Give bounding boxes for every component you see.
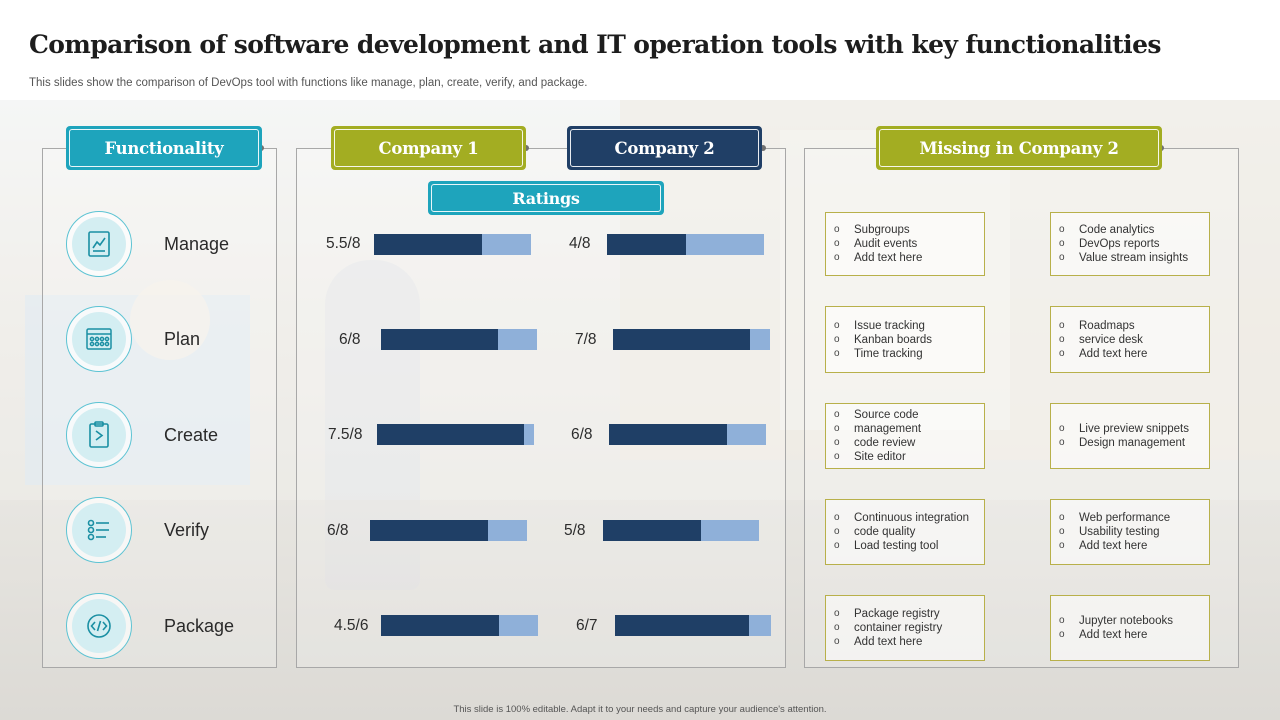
company2-header: Company 2 <box>567 126 762 170</box>
function-row-verify: Verify <box>66 497 276 563</box>
ratings-header: Ratings <box>428 181 664 215</box>
kanban-board-icon <box>66 306 132 372</box>
missing-feature-item: DevOps reports <box>1059 237 1188 251</box>
company1-bar-package <box>381 615 538 636</box>
missing-feature-item: Web performance <box>1059 511 1170 525</box>
missing-feature-item: Add text here <box>1059 539 1170 553</box>
company1-rating-create: 7.5/8 <box>328 426 363 443</box>
company2-rating-create: 6/8 <box>571 426 593 443</box>
missing-feature-item: Jupyter notebooks <box>1059 614 1173 628</box>
document-icon <box>66 402 132 468</box>
company2-bar-package <box>615 615 771 636</box>
missing-feature-item: Add text here <box>1059 347 1147 361</box>
missing-feature-item: Site editor <box>834 450 921 464</box>
missing-box-verify-right: Web performanceUsability testingAdd text… <box>1050 499 1210 565</box>
connector-dot <box>523 145 529 151</box>
missing-feature-item: Kanban boards <box>834 333 932 347</box>
missing-box-create-left: Source codemanagementcode reviewSite edi… <box>825 403 985 469</box>
missing-feature-item: Issue tracking <box>834 319 932 333</box>
company1-rating-plan: 6/8 <box>339 331 361 348</box>
missing-feature-item: Subgroups <box>834 223 922 237</box>
company1-header: Company 1 <box>331 126 526 170</box>
missing-box-create-right: Live preview snippetsDesign management <box>1050 403 1210 469</box>
missing-box-verify-left: Continuous integrationcode qualityLoad t… <box>825 499 985 565</box>
company2-bar-create <box>609 424 766 445</box>
code-icon <box>66 593 132 659</box>
missing-header: Missing in Company 2 <box>876 126 1162 170</box>
company2-rating-plan: 7/8 <box>575 331 597 348</box>
company1-bar-create <box>377 424 534 445</box>
missing-feature-item: code review <box>834 436 921 450</box>
company1-bar-verify <box>370 520 527 541</box>
company1-rating-verify: 6/8 <box>327 522 349 539</box>
missing-box-manage-left: SubgroupsAudit eventsAdd text here <box>825 212 985 276</box>
company2-bar-verify <box>603 520 759 541</box>
missing-feature-item: Design management <box>1059 436 1189 450</box>
missing-feature-item: Load testing tool <box>834 539 969 553</box>
function-row-package: Package <box>66 593 276 659</box>
missing-feature-item: Continuous integration <box>834 511 969 525</box>
company1-bar-manage <box>374 234 531 255</box>
company1-rating-package: 4.5/6 <box>334 617 369 634</box>
missing-feature-item: Package registry <box>834 607 942 621</box>
missing-feature-item: Live preview snippets <box>1059 422 1189 436</box>
functionality-header: Functionality <box>66 126 262 170</box>
missing-feature-item: Audit events <box>834 237 922 251</box>
checklist-icon <box>66 497 132 563</box>
missing-feature-item: Time tracking <box>834 347 932 361</box>
missing-feature-item: Source code <box>834 408 921 422</box>
missing-feature-item: Value stream insights <box>1059 251 1188 265</box>
function-label: Manage <box>164 233 230 254</box>
page-title: Comparison of software development and I… <box>29 30 1161 59</box>
missing-feature-item: code quality <box>834 525 969 539</box>
missing-feature-item: Add text here <box>834 635 942 649</box>
missing-feature-item: Roadmaps <box>1059 319 1147 333</box>
missing-feature-item: management <box>834 422 921 436</box>
missing-box-package-left: Package registrycontainer registryAdd te… <box>825 595 985 661</box>
company2-rating-package: 6/7 <box>576 617 598 634</box>
missing-box-manage-right: Code analyticsDevOps reportsValue stream… <box>1050 212 1210 276</box>
function-row-create: Create <box>66 402 276 468</box>
company1-bar-plan <box>381 329 537 350</box>
company2-rating-verify: 5/8 <box>564 522 586 539</box>
missing-feature-item: Add text here <box>1059 628 1173 642</box>
missing-feature-item: service desk <box>1059 333 1147 347</box>
function-label: Create <box>164 424 219 445</box>
page-subtitle: This slides show the comparison of DevOp… <box>29 77 588 89</box>
function-label: Package <box>164 615 235 636</box>
company2-bar-manage <box>607 234 764 255</box>
connector-dot <box>760 145 766 151</box>
function-row-plan: Plan <box>66 306 276 372</box>
company2-bar-plan <box>613 329 770 350</box>
function-row-manage: Manage <box>66 211 276 277</box>
missing-box-plan-right: Roadmapsservice deskAdd text here <box>1050 306 1210 373</box>
missing-feature-item: container registry <box>834 621 942 635</box>
missing-box-plan-left: Issue trackingKanban boardsTime tracking <box>825 306 985 373</box>
missing-feature-item: Add text here <box>834 251 922 265</box>
chart-icon <box>66 211 132 277</box>
company1-rating-manage: 5.5/8 <box>326 235 361 252</box>
function-label: Plan <box>164 328 201 349</box>
ratings-panel <box>296 148 786 668</box>
missing-feature-item: Usability testing <box>1059 525 1170 539</box>
missing-feature-item: Code analytics <box>1059 223 1188 237</box>
footer-note: This slide is 100% editable. Adapt it to… <box>453 704 827 715</box>
missing-box-package-right: Jupyter notebooksAdd text here <box>1050 595 1210 661</box>
function-label: Verify <box>164 519 210 540</box>
company2-rating-manage: 4/8 <box>569 235 591 252</box>
